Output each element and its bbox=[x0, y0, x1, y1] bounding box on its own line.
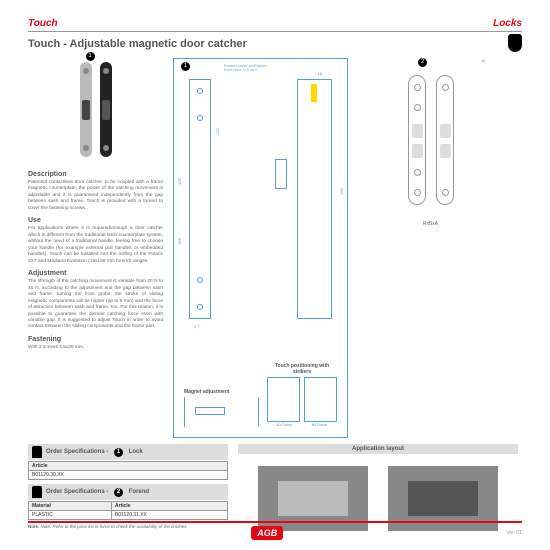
header-left: Touch bbox=[28, 18, 58, 29]
forend-plate bbox=[100, 62, 112, 157]
draw-num-1: 1 bbox=[181, 62, 190, 71]
adj-text: The strength of the catching movement is… bbox=[28, 279, 163, 331]
dim-132: 132 bbox=[215, 128, 220, 135]
rule bbox=[28, 31, 522, 32]
num-2-top: 2 bbox=[418, 58, 427, 67]
lock-icon bbox=[32, 446, 42, 458]
desc-heading: Description bbox=[28, 171, 163, 178]
forend-photo bbox=[358, 67, 503, 217]
product-photo: 1 bbox=[28, 58, 163, 163]
agb-logo: AGB bbox=[251, 526, 283, 540]
spec1-table: ArticleB01120.30.XX bbox=[28, 461, 228, 480]
forend-white-2 bbox=[436, 75, 454, 205]
fast-text: With 2 screws 3,5x20 mm. bbox=[28, 345, 163, 351]
dim-18: 18 bbox=[318, 71, 322, 76]
allen-key-icon bbox=[275, 159, 287, 189]
spec2-table: MaterialArticlePLASTICB01120.31.XX bbox=[28, 501, 228, 520]
dim-27: 2,7 bbox=[194, 324, 200, 329]
desc-text: Patented contactless door catcher, to be… bbox=[28, 180, 163, 212]
dim-16: 16 bbox=[481, 58, 485, 63]
use-text: For applications where it is required/en… bbox=[28, 226, 163, 265]
lock-plate bbox=[80, 62, 92, 157]
dim-196: 196 bbox=[339, 188, 344, 195]
right-column: 2 16 RxBxA bbox=[358, 58, 503, 438]
technical-drawing: 1 Forend cover protrusion from door: 0,5… bbox=[173, 58, 348, 438]
dim-135: 135 bbox=[177, 178, 182, 185]
magnet-adjustment: Magnet adjustment bbox=[184, 389, 259, 427]
adj-heading: Adjustment bbox=[28, 270, 163, 277]
page-title: Touch - Adjustable magnetic door catcher bbox=[28, 38, 522, 50]
forend-white-1 bbox=[408, 75, 426, 205]
use-heading: Use bbox=[28, 217, 163, 224]
header-right: Locks bbox=[493, 18, 522, 29]
rxbxa-label: RxBxA bbox=[358, 221, 503, 227]
num-1: 1 bbox=[86, 52, 95, 61]
fast-heading: Fastening bbox=[28, 336, 163, 343]
version: Ver. 01 bbox=[506, 530, 522, 536]
touch-positioning: Touch positioning with strikersA≥TouchB≤… bbox=[267, 364, 337, 427]
footer: AGB Ver. 01 bbox=[28, 521, 522, 540]
callout-text: Forend cover protrusion from door: 0,5 m… bbox=[224, 64, 274, 73]
body-drawing bbox=[297, 79, 332, 319]
forend-drawing bbox=[189, 79, 211, 319]
lock-icon-2 bbox=[32, 486, 42, 498]
dim-168: 168 bbox=[177, 238, 182, 245]
left-column: 1 Description Patented contactless door … bbox=[28, 58, 163, 438]
lock-badge-icon bbox=[508, 34, 522, 52]
